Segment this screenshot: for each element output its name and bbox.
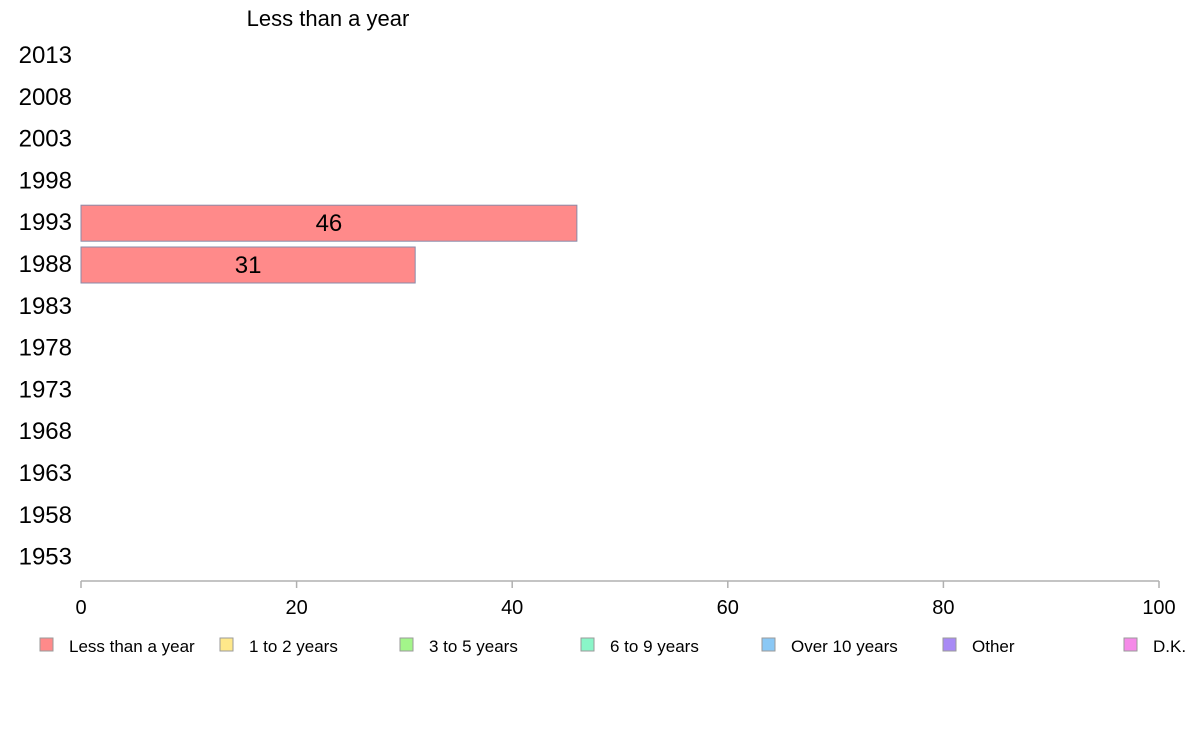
legend-swatch <box>1123 637 1138 652</box>
legend-label: D.K. <box>1153 637 1186 656</box>
y-tick-label: 1998 <box>19 167 72 194</box>
x-tick-label: 20 <box>285 597 307 619</box>
chart-title: Less than a year <box>247 6 410 31</box>
legend-swatch <box>942 637 957 652</box>
y-tick-label: 1953 <box>19 544 72 571</box>
legend-label: Other <box>972 637 1015 656</box>
legend-swatch <box>399 637 414 652</box>
y-tick-label: 2003 <box>19 126 72 153</box>
legend: Less than a year 1 to 2 years 3 to 5 years… <box>39 637 1186 656</box>
x-tick-label: 40 <box>501 597 523 619</box>
y-tick-label: 1973 <box>19 376 72 403</box>
y-axis-ticks: 2013 2008 2003 1998 1993 1988 1983 1978 1973 1968… <box>19 42 72 571</box>
y-tick-label: 1978 <box>19 335 72 362</box>
legend-label: 1 to 2 years <box>249 637 338 656</box>
legend-swatch <box>219 637 234 652</box>
bar <box>80 204 578 242</box>
y-tick-label: 1988 <box>19 251 72 278</box>
x-tick-label: 80 <box>932 597 954 619</box>
x-axis: 0 20 40 60 80 100 <box>75 580 1176 619</box>
x-tick-label: 60 <box>717 597 739 619</box>
y-tick-label: 1993 <box>19 209 72 236</box>
y-tick-label: 1968 <box>19 418 72 445</box>
bar-value-label: 46 <box>316 210 343 237</box>
x-tick-label: 100 <box>1142 597 1175 619</box>
legend-swatch <box>761 637 776 652</box>
legend-label: 3 to 5 years <box>429 637 518 656</box>
x-tick-label: 0 <box>75 597 86 619</box>
y-tick-label: 1963 <box>19 460 72 487</box>
legend-label: Over 10 years <box>791 637 898 656</box>
bars: 46 31 <box>80 204 578 284</box>
y-tick-label: 1958 <box>19 502 72 529</box>
y-tick-label: 2013 <box>19 42 72 69</box>
y-tick-label: 1983 <box>19 293 72 320</box>
legend-label: 6 to 9 years <box>610 637 699 656</box>
legend-swatch <box>39 637 54 652</box>
bar-value-label: 31 <box>235 252 262 279</box>
y-tick-label: 2008 <box>19 84 72 111</box>
legend-swatch <box>580 637 595 652</box>
bar <box>80 246 416 284</box>
legend-label: Less than a year <box>69 637 195 656</box>
